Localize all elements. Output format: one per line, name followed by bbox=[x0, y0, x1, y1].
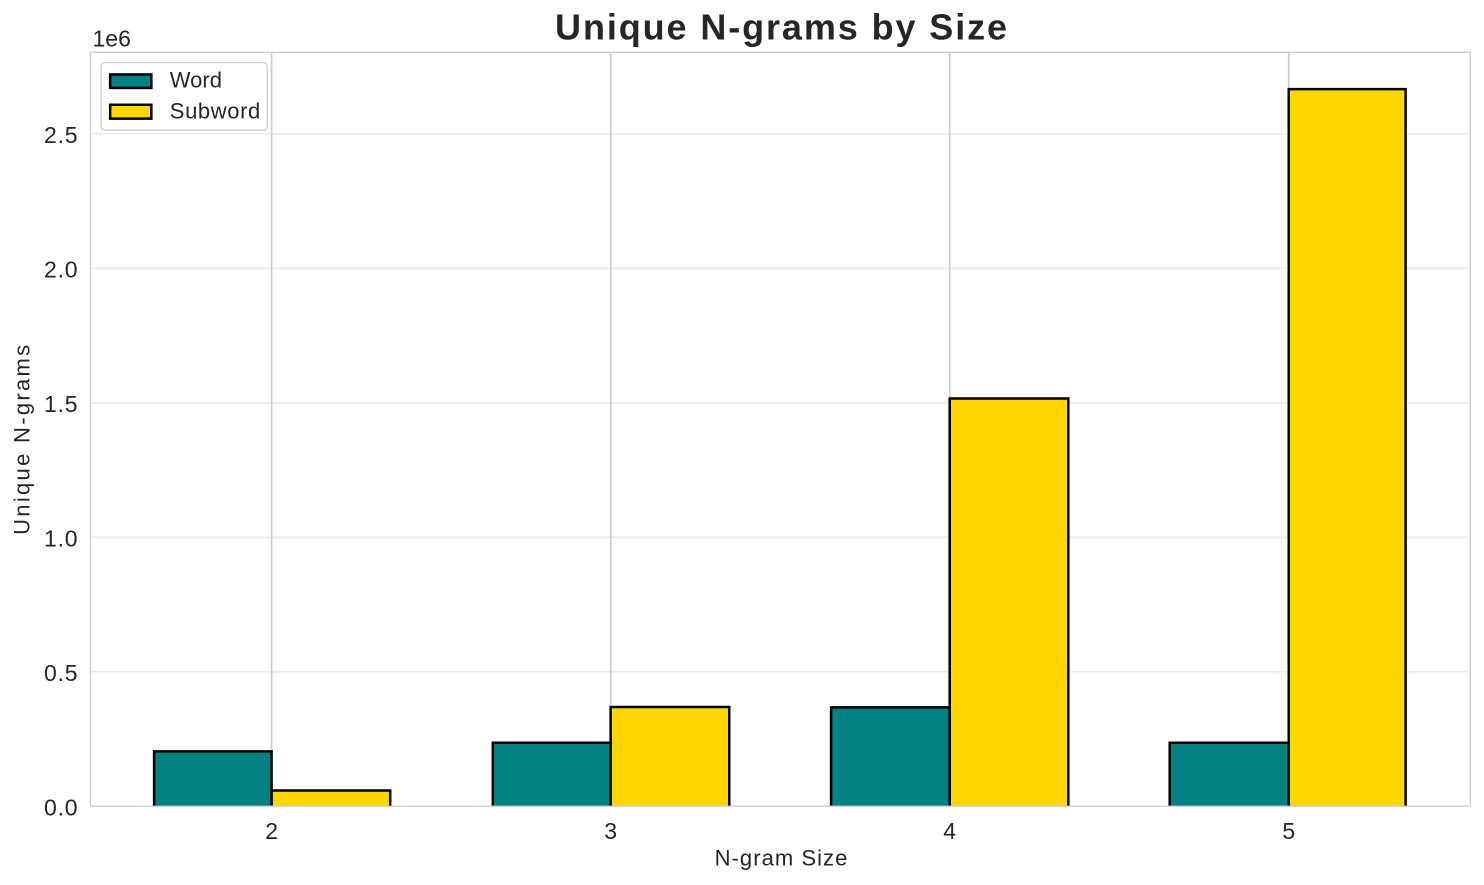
svg-text:5: 5 bbox=[1282, 818, 1295, 844]
svg-text:1e6: 1e6 bbox=[93, 26, 131, 52]
svg-text:4: 4 bbox=[943, 818, 956, 844]
svg-text:2.5: 2.5 bbox=[44, 122, 78, 148]
svg-text:2: 2 bbox=[265, 818, 278, 844]
svg-text:Word: Word bbox=[170, 68, 222, 93]
svg-text:N-gram Size: N-gram Size bbox=[715, 846, 849, 871]
svg-text:1.5: 1.5 bbox=[44, 391, 78, 417]
svg-text:1.0: 1.0 bbox=[44, 525, 78, 551]
svg-text:0.5: 0.5 bbox=[44, 660, 78, 686]
svg-text:3: 3 bbox=[604, 818, 617, 844]
svg-text:0.0: 0.0 bbox=[44, 794, 78, 820]
svg-text:Subword: Subword bbox=[170, 98, 261, 123]
svg-text:2.0: 2.0 bbox=[44, 256, 78, 282]
svg-text:Unique N-grams by Size: Unique N-grams by Size bbox=[555, 7, 1009, 48]
svg-text:Unique N-grams: Unique N-grams bbox=[10, 343, 35, 535]
